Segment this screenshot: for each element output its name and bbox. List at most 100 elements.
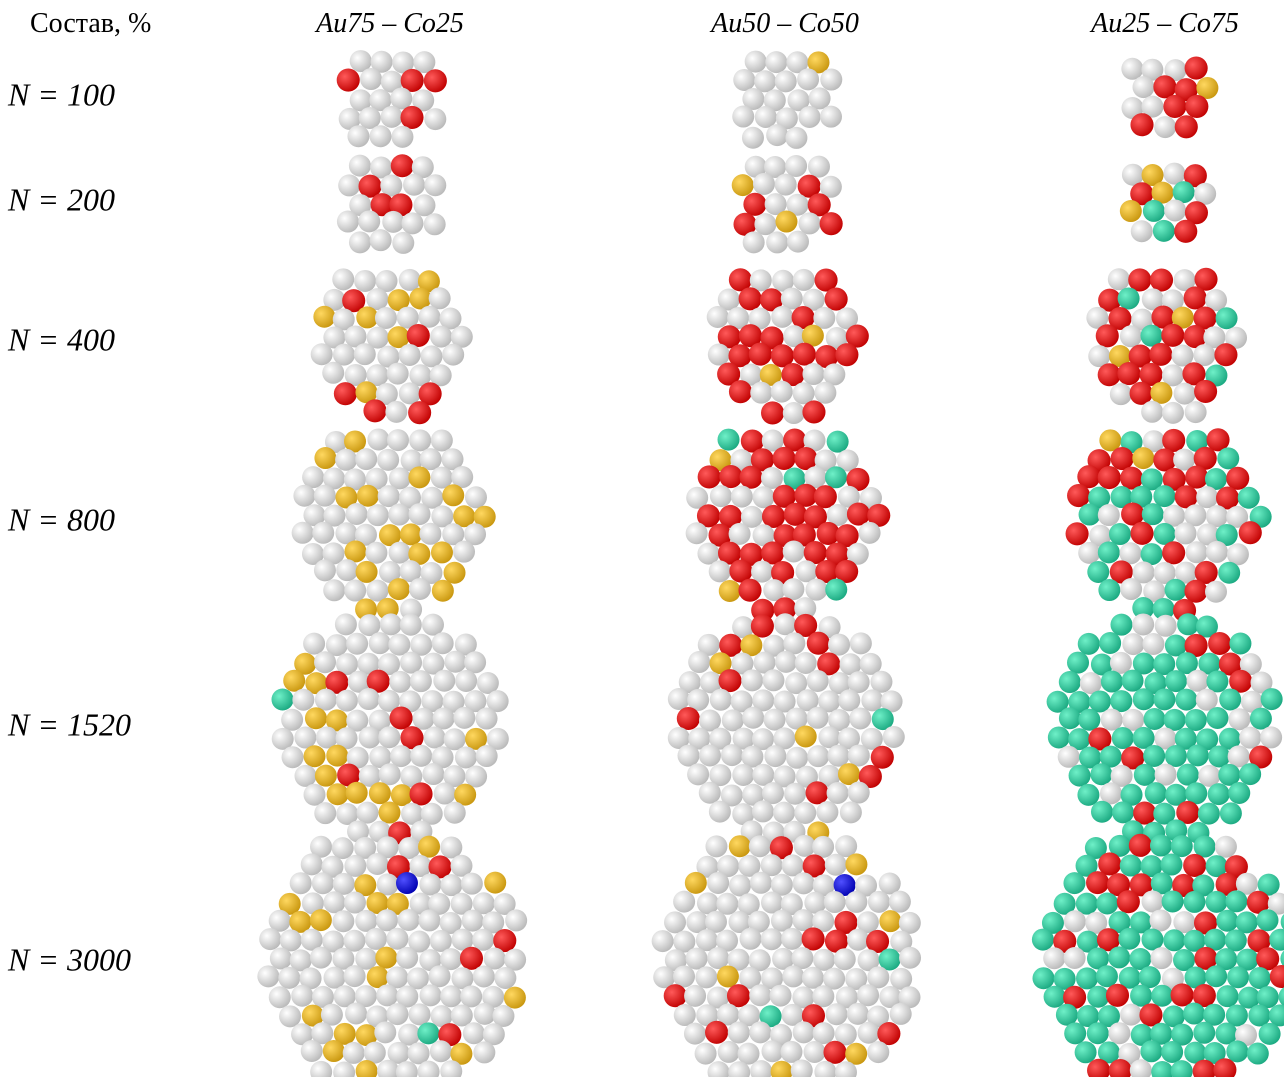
atom: [688, 651, 710, 673]
atom: [455, 746, 477, 768]
atom: [1162, 402, 1184, 424]
atom: [889, 891, 911, 913]
atom: [1101, 671, 1123, 693]
atom: [460, 985, 482, 1007]
atom: [375, 947, 397, 969]
atom: [396, 947, 418, 969]
atom: [387, 363, 409, 385]
atom: [761, 467, 783, 489]
atom: [764, 709, 786, 731]
atom: [357, 485, 379, 507]
atom: [827, 782, 849, 804]
atom: [407, 324, 430, 347]
atom: [412, 708, 434, 730]
atom: [766, 231, 788, 253]
atom: [794, 802, 816, 824]
atom: [1193, 1022, 1215, 1044]
atom: [1131, 220, 1153, 242]
atom: [673, 965, 695, 987]
atom: [793, 343, 816, 366]
atom: [344, 892, 366, 914]
atom: [732, 106, 754, 128]
atom: [444, 562, 466, 584]
atom: [310, 1061, 332, 1077]
atom: [781, 928, 803, 950]
atom: [419, 873, 441, 895]
atom: [387, 429, 409, 451]
atom: [1225, 890, 1247, 912]
atom: [820, 69, 842, 91]
atom: [365, 928, 387, 950]
atom: [484, 872, 506, 894]
atom: [440, 874, 462, 896]
atom: [1250, 708, 1272, 730]
atom: [798, 106, 820, 128]
atom: [322, 362, 344, 384]
atom: [1206, 541, 1228, 563]
atom: [346, 503, 368, 525]
atom: [699, 744, 721, 766]
atom: [304, 745, 326, 767]
atom: [1141, 401, 1163, 423]
cluster: [337, 50, 447, 148]
atom: [400, 652, 422, 674]
atom: [327, 783, 349, 805]
atom: [400, 523, 422, 545]
atom: [345, 1003, 367, 1025]
atom: [1163, 929, 1185, 951]
atom: [440, 985, 462, 1007]
atom: [668, 688, 690, 710]
atom: [773, 802, 795, 824]
atom: [1218, 562, 1240, 584]
atom: [399, 269, 421, 291]
atom: [354, 343, 376, 365]
atom: [771, 306, 793, 328]
atom: [388, 578, 410, 600]
atom: [1154, 116, 1176, 138]
atom: [1239, 521, 1262, 544]
atom: [424, 213, 446, 235]
atom: [809, 87, 831, 109]
atom: [1220, 802, 1242, 824]
atom: [433, 707, 455, 729]
atom: [337, 68, 360, 91]
atom: [823, 1041, 846, 1064]
atom: [762, 669, 784, 691]
atom: [1206, 707, 1228, 729]
atom: [732, 174, 754, 196]
atom: [476, 745, 498, 767]
atom: [442, 344, 464, 366]
atom: [344, 580, 366, 602]
atom: [1098, 363, 1121, 386]
atom: [1058, 746, 1080, 768]
atom: [1098, 504, 1120, 526]
atom: [1162, 541, 1185, 564]
atom: [1078, 709, 1100, 731]
atom: [1133, 76, 1155, 98]
atom: [738, 579, 761, 602]
atom: [356, 561, 378, 583]
atom: [1186, 541, 1208, 563]
atom: [377, 873, 399, 895]
atom: [1151, 1061, 1173, 1077]
atom: [858, 1022, 880, 1044]
cluster: [652, 835, 921, 1077]
atom: [1187, 670, 1209, 692]
atom: [721, 744, 743, 766]
atom: [787, 231, 809, 253]
atom: [1129, 834, 1152, 857]
atom: [375, 307, 397, 329]
atom: [433, 670, 455, 692]
cluster: [292, 428, 496, 620]
atom: [314, 559, 336, 581]
atom: [399, 382, 421, 404]
row-label: N = 1520: [8, 707, 131, 744]
atom: [1087, 1022, 1109, 1044]
atom: [336, 690, 358, 712]
cluster: [707, 268, 869, 424]
atom: [771, 381, 793, 403]
atom: [1256, 909, 1278, 931]
atom: [1076, 967, 1098, 989]
atom: [1226, 467, 1249, 490]
atom: [430, 326, 452, 348]
